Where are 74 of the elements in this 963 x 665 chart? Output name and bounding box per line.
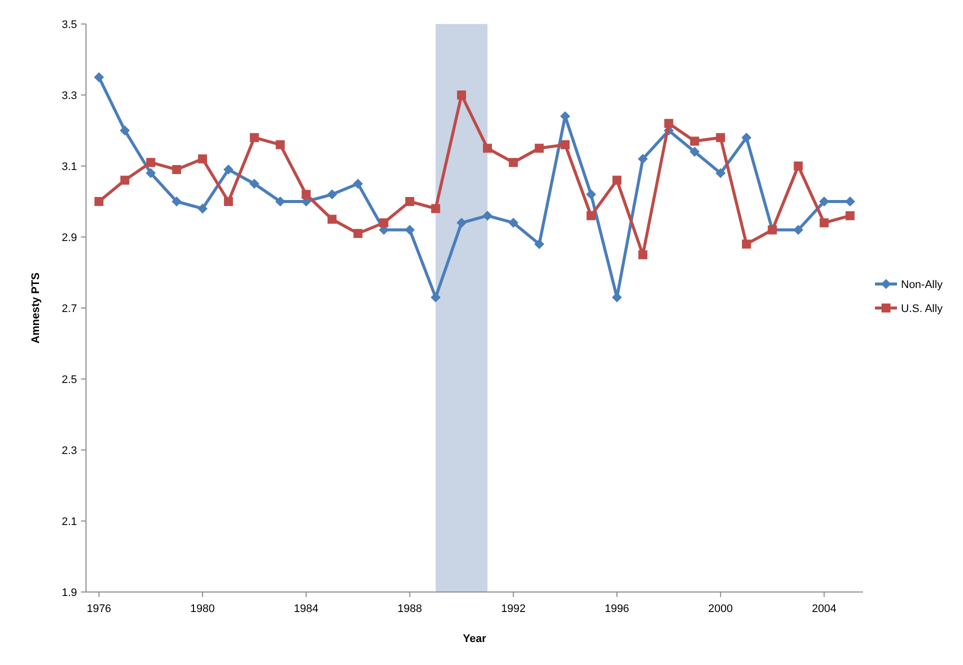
y-tick-label: 2.3 <box>62 444 77 457</box>
point <box>146 158 156 167</box>
x-tick-label: 1992 <box>501 603 526 615</box>
point <box>820 218 829 228</box>
point <box>353 228 362 238</box>
point <box>846 211 855 220</box>
point <box>328 214 337 224</box>
point <box>327 189 338 200</box>
point <box>664 118 674 128</box>
point <box>534 144 544 153</box>
point <box>223 164 234 175</box>
x-tick-label: 2000 <box>708 603 733 615</box>
point <box>276 140 285 150</box>
point <box>716 168 726 178</box>
point <box>431 204 440 214</box>
point <box>819 196 830 206</box>
point <box>172 196 182 206</box>
point <box>457 90 466 100</box>
point <box>534 239 544 250</box>
x-tick-label: 2004 <box>812 603 836 615</box>
point <box>120 176 130 185</box>
x-tick-label: 1996 <box>604 603 630 615</box>
point <box>612 176 622 185</box>
y-axis-title: Amnesty PTS <box>30 272 42 344</box>
point <box>352 178 363 189</box>
y-tick-label: 2.7 <box>62 302 77 315</box>
legend-label: U.S. Ally <box>901 302 944 315</box>
point <box>302 190 311 199</box>
point <box>586 211 596 220</box>
point <box>690 146 700 157</box>
point <box>794 162 803 170</box>
point <box>379 218 388 228</box>
x-tick-label: 1976 <box>86 603 112 615</box>
point <box>716 133 726 142</box>
point <box>224 197 233 206</box>
point <box>198 154 208 164</box>
point <box>146 168 156 178</box>
y-tick-label: 2.5 <box>62 374 77 386</box>
point <box>94 72 104 82</box>
x-tick-label: 1988 <box>398 603 422 615</box>
point <box>638 250 648 260</box>
point <box>508 218 518 228</box>
y-tick-label: 1.9 <box>62 586 77 599</box>
y-tick-label: 2.1 <box>62 516 77 528</box>
point <box>198 204 208 214</box>
point <box>456 218 467 228</box>
legend-label: Non-Ally <box>901 278 944 291</box>
point <box>430 292 441 302</box>
point <box>508 158 518 167</box>
point <box>120 126 130 136</box>
x-tick-label: 1980 <box>190 603 215 615</box>
point <box>482 144 492 153</box>
y-tick-label: 3.5 <box>62 18 77 31</box>
point <box>560 140 570 150</box>
y-tick-label: 3.3 <box>62 90 77 102</box>
point <box>482 210 492 221</box>
x-axis-title: Year <box>462 633 487 645</box>
point <box>638 154 648 164</box>
y-tick-label: 2.9 <box>62 232 77 244</box>
point <box>845 196 856 206</box>
point <box>172 165 182 174</box>
x-tick-label: 1984 <box>294 603 318 615</box>
point <box>404 224 415 235</box>
point <box>249 178 260 189</box>
point <box>793 224 804 235</box>
point <box>250 133 259 142</box>
point <box>405 197 414 206</box>
y-tick-label: 3.1 <box>62 160 77 173</box>
point <box>94 197 104 206</box>
point <box>275 196 286 206</box>
point <box>690 136 700 146</box>
point <box>741 132 752 143</box>
point <box>586 189 596 200</box>
point <box>742 240 751 249</box>
